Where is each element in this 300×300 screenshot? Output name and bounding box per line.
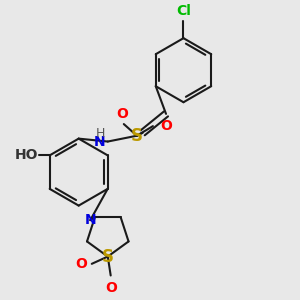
Text: O: O (160, 119, 172, 133)
Text: N: N (94, 134, 106, 148)
Text: O: O (116, 106, 128, 121)
Text: S: S (102, 248, 114, 266)
Text: HO: HO (14, 148, 38, 162)
Text: O: O (76, 257, 87, 271)
Text: S: S (131, 127, 143, 145)
Text: Cl: Cl (176, 4, 191, 18)
Text: H: H (96, 127, 106, 140)
Text: O: O (105, 281, 117, 295)
Text: N: N (85, 213, 96, 227)
